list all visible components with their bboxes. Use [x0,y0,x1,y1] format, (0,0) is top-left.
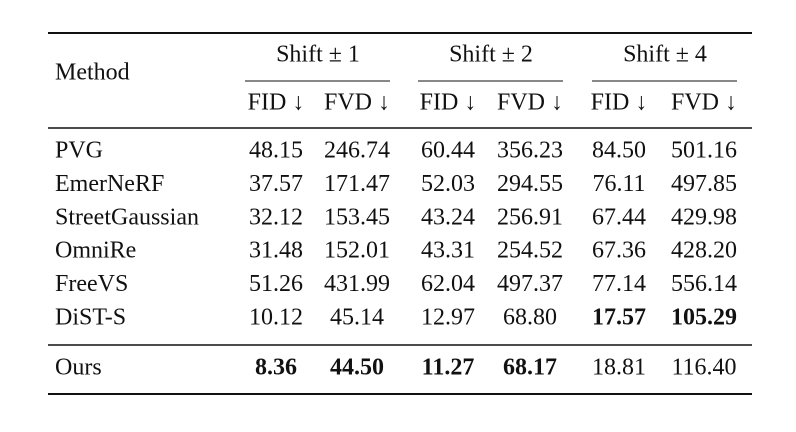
cell-value: 43.24 [421,204,475,230]
group-header: Shift ± 1 [276,42,360,68]
metric-header: FVD ↓ [671,90,737,116]
cell-value: 68.80 [503,305,557,331]
cell-value: 45.14 [330,305,384,331]
cell-value: 67.36 [592,238,646,264]
method-name: Ours [55,355,102,381]
cell-value: 431.99 [324,271,390,297]
cell-value: 11.27 [422,355,475,381]
cell-value: 294.55 [497,171,563,197]
cell-value: 497.85 [671,171,737,197]
metric-header: FVD ↓ [497,90,563,116]
metric-header: FVD ↓ [324,90,390,116]
method-name: DiST-S [55,305,126,331]
group-header: Shift ± 4 [623,42,707,68]
cell-value: 254.52 [497,238,563,264]
method-name: StreetGaussian [55,204,199,230]
group-header: Shift ± 2 [449,42,533,68]
cell-value: 18.81 [592,355,646,381]
metric-header: FID ↓ [248,90,305,116]
cell-value: 12.97 [421,305,475,331]
cell-value: 43.31 [421,238,475,264]
cell-value: 105.29 [671,305,737,331]
metric-header: FID ↓ [420,90,477,116]
cell-value: 153.45 [324,204,390,230]
cell-value: 62.04 [421,271,475,297]
cell-value: 84.50 [592,138,646,164]
cell-value: 37.57 [249,171,303,197]
cell-value: 48.15 [249,138,303,164]
method-name: OmniRe [55,238,136,264]
cell-value: 76.11 [592,171,645,197]
cell-value: 44.50 [330,355,384,381]
cell-value: 77.14 [592,271,646,297]
cell-value: 52.03 [421,171,475,197]
cell-value: 152.01 [324,238,390,264]
cell-value: 10.12 [249,305,303,331]
cell-value: 501.16 [671,138,737,164]
method-name: PVG [55,138,103,164]
method-name: EmerNeRF [55,171,164,197]
cell-value: 429.98 [671,204,737,230]
cell-value: 17.57 [592,305,646,331]
cell-value: 68.17 [503,355,557,381]
cell-value: 51.26 [249,271,303,297]
cell-value: 67.44 [592,204,646,230]
cell-value: 246.74 [324,138,390,164]
cell-value: 8.36 [255,355,297,381]
cell-value: 428.20 [671,238,737,264]
cell-value: 116.40 [671,355,736,381]
cell-value: 256.91 [497,204,563,230]
cell-value: 556.14 [671,271,737,297]
method-header: Method [55,60,130,86]
cell-value: 497.37 [497,271,563,297]
method-name: FreeVS [55,271,128,297]
cell-value: 32.12 [249,204,303,230]
cell-value: 356.23 [497,138,563,164]
cell-value: 60.44 [421,138,475,164]
cell-value: 171.47 [324,171,390,197]
metric-header: FID ↓ [591,90,648,116]
cell-value: 31.48 [249,238,303,264]
